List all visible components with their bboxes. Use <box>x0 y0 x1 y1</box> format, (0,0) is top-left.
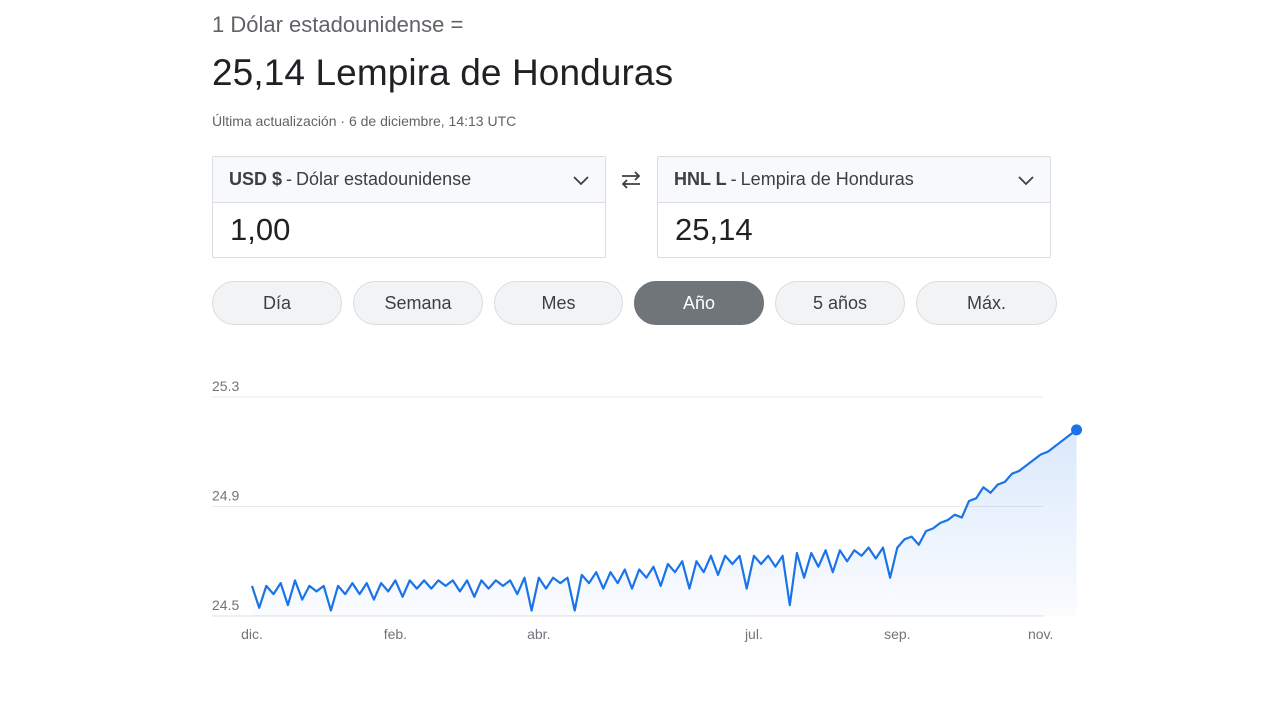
to-amount-field[interactable] <box>658 203 1050 257</box>
from-amount-input[interactable] <box>230 212 588 248</box>
range-day-button[interactable]: Día <box>212 281 342 325</box>
chart-x-tick-label: abr. <box>527 626 550 642</box>
to-currency-select[interactable]: HNL L - Lempira de Honduras <box>658 157 1050 203</box>
from-amount-field[interactable] <box>213 203 605 257</box>
time-range-selector: Día Semana Mes Año 5 años Máx. <box>212 281 1068 325</box>
from-currency-box: USD $ - Dólar estadounidense <box>212 156 606 258</box>
conversion-header: 1 Dólar estadounidense = <box>212 12 464 37</box>
from-currency-name: Dólar estadounidense <box>296 169 472 189</box>
chart-y-tick-label: 24.9 <box>212 488 239 504</box>
range-5years-button[interactable]: 5 años <box>775 281 905 325</box>
swap-arrows-icon[interactable] <box>618 167 644 193</box>
last-updated: Última actualización · 6 de diciembre, 1… <box>212 113 517 129</box>
chart-y-tick-label: 24.5 <box>212 597 239 613</box>
to-amount-input[interactable] <box>675 212 1033 248</box>
chart-x-tick-label: dic. <box>241 626 263 642</box>
chart-current-point[interactable] <box>1071 424 1083 436</box>
to-currency-name: Lempira de Honduras <box>740 169 914 189</box>
chart-x-tick-label: jul. <box>744 626 763 642</box>
chevron-down-icon <box>573 176 589 186</box>
chevron-down-icon <box>1018 176 1034 186</box>
to-currency-box: HNL L - Lempira de Honduras <box>657 156 1051 258</box>
chart-area <box>252 429 1077 616</box>
range-week-button[interactable]: Semana <box>353 281 483 325</box>
range-max-button[interactable]: Máx. <box>916 281 1057 325</box>
conversion-result: 25,14 Lempira de Honduras <box>212 52 674 93</box>
from-currency-code: USD $ <box>229 169 283 189</box>
chart-series-line <box>250 429 1078 612</box>
chart-x-tick-label: sep. <box>884 626 910 642</box>
chart-x-tick-label: feb. <box>384 626 407 642</box>
chart-x-tick-label: nov. <box>1028 626 1053 642</box>
range-year-button[interactable]: Año <box>634 281 764 325</box>
chart-y-tick-label: 25.3 <box>212 378 239 394</box>
range-month-button[interactable]: Mes <box>494 281 623 325</box>
to-currency-code: HNL L <box>674 169 727 189</box>
from-currency-separator: - <box>286 169 293 189</box>
to-currency-separator: - <box>730 169 737 189</box>
from-currency-select[interactable]: USD $ - Dólar estadounidense <box>213 157 605 203</box>
